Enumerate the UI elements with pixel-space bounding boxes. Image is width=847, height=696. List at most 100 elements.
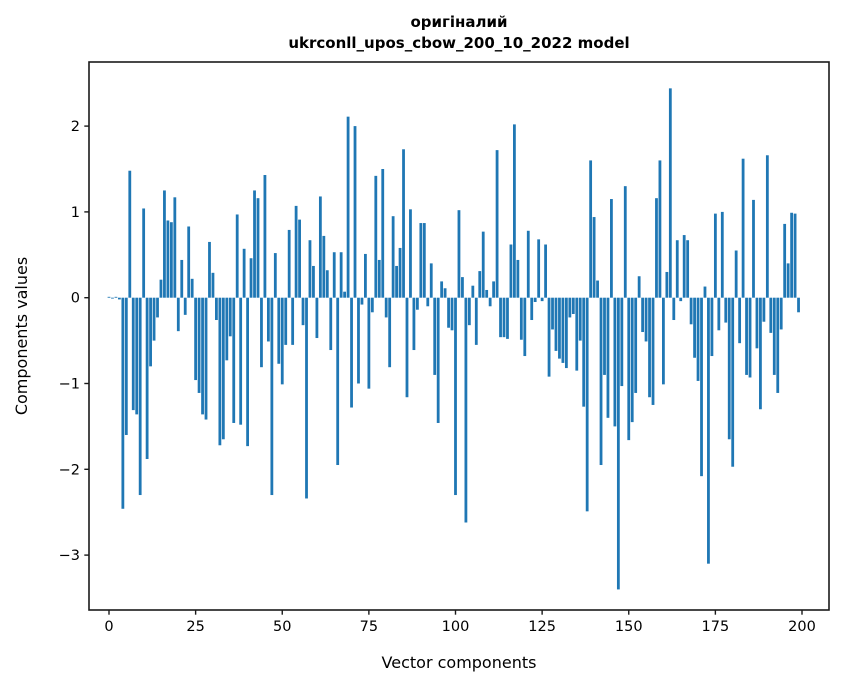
bar — [672, 297, 676, 321]
bar — [783, 223, 787, 298]
bar — [592, 217, 596, 298]
bar — [700, 297, 703, 477]
bar — [353, 126, 357, 298]
bar — [623, 186, 627, 298]
bar — [499, 297, 502, 338]
bar — [530, 297, 534, 321]
bar — [117, 297, 121, 300]
bar — [287, 229, 291, 298]
bar — [772, 297, 776, 375]
x-tick-label: 100 — [442, 619, 470, 635]
bar — [298, 219, 301, 298]
bar — [502, 297, 506, 338]
bar — [731, 297, 735, 467]
x-tick-label: 125 — [528, 619, 556, 635]
bar — [703, 286, 707, 298]
bar — [464, 297, 468, 523]
bar — [204, 297, 208, 420]
bar — [513, 124, 516, 298]
bar — [422, 223, 426, 298]
bar — [194, 297, 198, 381]
bar — [260, 297, 263, 368]
bar — [506, 297, 509, 339]
bar — [291, 297, 295, 345]
bar — [197, 297, 201, 393]
bar — [145, 297, 149, 459]
bar — [630, 297, 634, 423]
bar — [312, 265, 315, 298]
bar — [720, 211, 724, 298]
bar — [589, 160, 593, 298]
bar — [644, 297, 648, 342]
bar — [429, 263, 433, 298]
bar — [467, 297, 471, 326]
bar — [253, 190, 256, 298]
bar — [357, 297, 360, 384]
bar — [218, 297, 222, 446]
bar — [755, 297, 759, 349]
bar — [346, 116, 350, 298]
bar — [790, 212, 794, 298]
bar — [679, 297, 683, 302]
bar — [402, 149, 405, 298]
bar — [648, 297, 651, 398]
bar — [273, 253, 277, 298]
bar — [440, 281, 444, 298]
bar — [381, 169, 385, 298]
bar — [540, 297, 544, 302]
bar — [301, 297, 305, 326]
bar — [724, 297, 728, 323]
bar — [492, 281, 496, 298]
y-axis-label: Components values — [12, 257, 31, 415]
bar — [270, 297, 274, 496]
bar — [474, 297, 478, 345]
bar — [488, 297, 492, 307]
bar — [547, 297, 551, 377]
bar — [668, 88, 672, 298]
x-tick-label: 175 — [702, 619, 730, 635]
bar — [457, 210, 461, 298]
bar — [603, 297, 606, 375]
bar — [256, 198, 260, 298]
bar — [131, 297, 135, 411]
bar — [284, 297, 288, 345]
bar — [395, 265, 398, 298]
bar — [367, 297, 371, 389]
bar — [208, 241, 211, 298]
bar — [519, 297, 523, 340]
bar — [776, 297, 780, 393]
bar — [339, 252, 343, 298]
bar — [398, 247, 402, 298]
bar — [710, 297, 714, 357]
bar — [201, 297, 204, 415]
chart-title: оригіналий — [410, 13, 507, 31]
y-tick-label: −2 — [59, 462, 80, 478]
bar — [370, 297, 374, 313]
bar — [558, 297, 561, 359]
bar — [665, 271, 669, 298]
bar — [793, 213, 797, 298]
bar — [765, 155, 769, 298]
bar — [409, 209, 412, 298]
x-tick-label: 150 — [615, 619, 643, 635]
bar — [433, 297, 437, 375]
bar — [797, 297, 800, 313]
bar — [651, 297, 655, 405]
bar — [745, 297, 748, 375]
bar — [138, 297, 142, 496]
bar — [232, 297, 236, 423]
plot-area — [89, 62, 829, 610]
bar — [454, 297, 457, 496]
bar — [741, 158, 745, 298]
bar — [634, 297, 638, 393]
bar — [481, 231, 485, 298]
bar — [727, 297, 731, 440]
bar — [336, 297, 340, 466]
bar — [360, 297, 364, 305]
bar — [163, 190, 166, 298]
bar — [176, 297, 180, 332]
bar — [142, 208, 146, 298]
bar — [675, 240, 679, 298]
bars-group — [107, 88, 800, 590]
